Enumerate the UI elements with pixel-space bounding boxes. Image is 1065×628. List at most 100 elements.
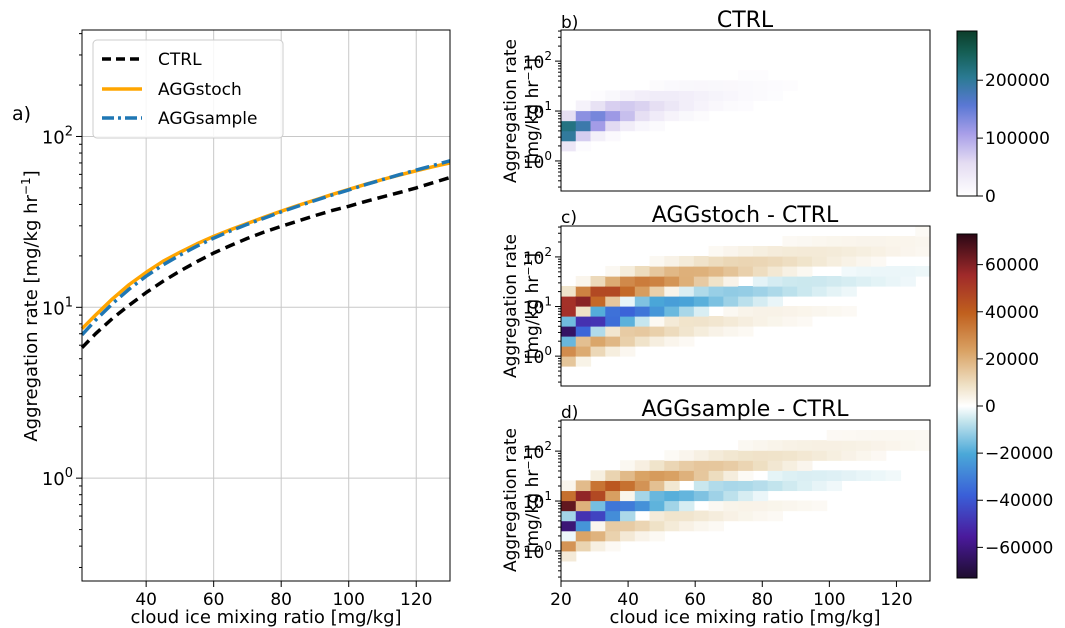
heatmap-cell bbox=[856, 246, 872, 257]
series-line-aggstoch bbox=[80, 161, 451, 330]
heatmap-cell bbox=[856, 440, 872, 451]
panel-d-ylabel-line1: Aggregation rate bbox=[501, 428, 521, 572]
heatmap-cell bbox=[767, 450, 783, 461]
heatmap-cell bbox=[590, 346, 606, 357]
heatmap-cell bbox=[826, 450, 843, 461]
heatmap-cell bbox=[649, 336, 665, 347]
heatmap-cell bbox=[634, 480, 651, 492]
heatmap-cell bbox=[693, 266, 710, 277]
heatmap-cell bbox=[708, 100, 724, 112]
heatmap-cell bbox=[620, 530, 636, 542]
heatmap-cell bbox=[826, 246, 843, 257]
heatmap-cell bbox=[634, 306, 651, 317]
heatmap-cell bbox=[649, 100, 665, 112]
heatmap-cell bbox=[620, 100, 636, 112]
panel-a-ticks: 40 60 80 100 120 100 101 102 bbox=[42, 33, 432, 610]
heatmap-cell bbox=[679, 286, 695, 297]
heatmap-cell bbox=[679, 316, 695, 327]
heatmap-cell bbox=[664, 470, 680, 481]
heatmap-cell bbox=[561, 530, 577, 542]
heatmap-cells bbox=[561, 226, 931, 367]
heatmap-cell bbox=[575, 356, 592, 367]
heatmap-cell bbox=[782, 450, 798, 461]
heatmap-cell bbox=[841, 246, 857, 257]
heatmap-cell bbox=[841, 286, 857, 297]
heatmap-cell bbox=[767, 470, 783, 481]
heatmap-cell bbox=[767, 266, 783, 277]
heatmap-cell bbox=[561, 540, 577, 552]
heatmap-cell bbox=[885, 430, 902, 441]
heatmap-cell bbox=[575, 490, 592, 502]
heatmap-cell bbox=[767, 296, 783, 307]
heatmap-cell bbox=[752, 480, 769, 492]
heatmap-cell bbox=[664, 480, 680, 492]
heatmap-cell bbox=[679, 500, 695, 512]
heatmap-cell bbox=[620, 510, 636, 522]
heatmap-cell bbox=[900, 430, 916, 441]
heatmap-cell bbox=[797, 266, 813, 277]
heatmap-cell bbox=[634, 266, 651, 277]
heatmap-cell bbox=[649, 500, 665, 512]
heatmap-cell bbox=[885, 276, 902, 287]
heatmap-cell bbox=[752, 276, 769, 287]
heatmap-cell bbox=[811, 470, 828, 481]
heatmap-cell bbox=[590, 316, 606, 327]
heatmap-cell bbox=[870, 246, 887, 257]
heatmap-cell bbox=[620, 306, 636, 317]
heatmap-cell bbox=[723, 266, 739, 277]
heatmap-cell bbox=[693, 286, 710, 297]
heatmap-cell bbox=[649, 470, 665, 481]
heatmap-cell bbox=[870, 470, 887, 481]
heatmap-cell bbox=[620, 120, 636, 132]
heatmap-cell bbox=[752, 90, 769, 102]
heatmap-cell bbox=[915, 246, 931, 257]
panel-a-ylabel-sup: −1 bbox=[19, 177, 33, 195]
heatmap-cell bbox=[797, 440, 813, 451]
panel-c-title: AGGstoch - CTRL bbox=[652, 203, 839, 228]
heatmap-cell bbox=[664, 460, 680, 471]
heatmap-cell bbox=[590, 490, 606, 502]
heatmap-cell bbox=[752, 246, 769, 257]
heatmap-cell bbox=[664, 90, 680, 102]
heatmap-cell bbox=[723, 80, 739, 91]
heatmap-cell bbox=[590, 510, 606, 522]
heatmap-cell bbox=[605, 130, 621, 142]
heatmap-cell bbox=[723, 460, 739, 471]
heatmap-cell bbox=[664, 500, 680, 512]
heatmap-cell bbox=[841, 450, 857, 461]
heatmap-cell bbox=[693, 80, 710, 91]
heatmap-cell bbox=[664, 336, 680, 347]
colorbar-tick-label: 100000 bbox=[985, 129, 1050, 149]
heatmap-cell bbox=[811, 236, 828, 247]
heatmap-cell bbox=[708, 266, 724, 277]
heatmap-cell bbox=[723, 90, 739, 102]
panel-d-ylabel-sup: −1 bbox=[522, 453, 535, 469]
heatmap-cell bbox=[738, 480, 754, 492]
heatmap-cell bbox=[693, 470, 710, 481]
heatmap-cell bbox=[767, 480, 783, 492]
series-line-aggsample bbox=[80, 159, 451, 336]
heatmap-cell bbox=[797, 450, 813, 461]
heatmap-cell bbox=[561, 550, 577, 562]
heatmap-cell bbox=[590, 130, 606, 142]
panel-d-title: AGGsample - CTRL bbox=[641, 397, 849, 422]
heatmap-cell bbox=[693, 490, 710, 502]
heatmap-cell bbox=[605, 530, 621, 542]
heatmap-cell bbox=[620, 520, 636, 532]
heatmap-cell bbox=[708, 256, 724, 267]
heatmap-cell bbox=[738, 490, 754, 502]
heatmap-cell bbox=[708, 510, 724, 522]
heatmap-cell bbox=[620, 316, 636, 327]
heatmap-cell bbox=[664, 306, 680, 317]
heatmap-cell bbox=[752, 440, 769, 451]
heatmap-cell bbox=[590, 286, 606, 297]
heatmap-cell bbox=[649, 306, 665, 317]
ytick-label: 100 bbox=[523, 149, 552, 173]
colorbar-tick-label: 200000 bbox=[985, 71, 1050, 91]
colorbar-tick-label: 60000 bbox=[985, 256, 1039, 276]
heatmap-cell bbox=[870, 440, 887, 451]
panel-d-ticks: 100 101 102 20 40 60 80 100 120 bbox=[523, 420, 913, 610]
heatmap-cell bbox=[649, 530, 665, 542]
heatmap-cell bbox=[575, 276, 592, 287]
